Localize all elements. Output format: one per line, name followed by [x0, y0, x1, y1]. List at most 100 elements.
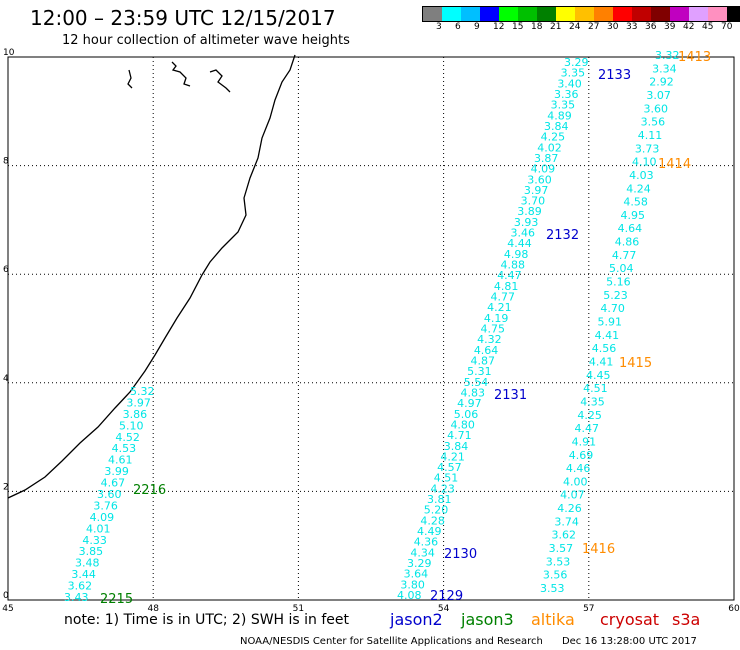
legend-swatch [518, 7, 537, 21]
wave-height-value: 3.56 [641, 116, 666, 129]
legend-swatch [594, 7, 613, 21]
wave-height-value: 4.25 [577, 409, 602, 422]
wave-height-value: 3.99 [104, 465, 129, 478]
wave-height-value: 4.49 [417, 525, 442, 538]
coastline-island-1 [127, 69, 133, 89]
wave-height-value: 3.34 [652, 62, 677, 75]
wave-height-value: 3.64 [404, 568, 429, 581]
wave-height-value: 3.76 [93, 499, 118, 512]
x-tick-label: 57 [583, 604, 594, 614]
legend-swatch [613, 7, 632, 21]
legend-swatch [461, 7, 480, 21]
wave-height-value: 4.61 [108, 454, 133, 467]
wave-height-value: 3.86 [123, 408, 147, 421]
wave-height-value: 5.16 [606, 276, 631, 289]
page-title: 12:00 – 23:59 UTC 12/15/2017 [30, 6, 336, 30]
wave-height-value: 4.83 [460, 386, 485, 399]
wave-height-value: 4.33 [82, 534, 107, 547]
legend-swatch [632, 7, 651, 21]
wave-height-value: 4.32 [477, 333, 502, 346]
wave-height-value: 4.08 [397, 589, 422, 602]
wave-height-value: 4.28 [420, 514, 445, 527]
wave-height-value: 5.91 [598, 316, 623, 329]
wave-height-value: 3.62 [68, 580, 93, 593]
wave-height-value: 3.97 [524, 184, 549, 197]
footer-credit-text: NOAA/NESDIS Center for Satellite Applica… [240, 636, 543, 647]
legend-swatch [537, 7, 556, 21]
wave-height-labels: 3.433.623.443.483.854.334.014.093.763.60… [64, 49, 680, 604]
wave-height-value: 3.73 [635, 142, 660, 155]
wave-height-value: 4.77 [612, 249, 637, 262]
satellite-s3a: s3a [672, 610, 701, 629]
wave-height-value: 4.95 [621, 209, 646, 222]
wave-height-value: 3.36 [554, 88, 579, 101]
legend-label: 18 [531, 22, 543, 32]
wave-height-value: 4.91 [572, 435, 597, 448]
legend-label: 21 [550, 22, 562, 32]
x-tick-label: 48 [147, 604, 159, 614]
wave-height-value: 3.60 [97, 488, 122, 501]
map-frame [7, 56, 735, 601]
legend-swatch [708, 7, 727, 21]
wave-height-value: 3.29 [407, 557, 432, 570]
legend-swatch [423, 7, 442, 21]
satellite-cryosat: cryosat [600, 610, 660, 629]
wave-height-value: 3.57 [549, 542, 574, 555]
wave-height-value: 4.21 [440, 450, 465, 463]
footer-date: Dec 16 13:28:00 UTC 2017 [561, 636, 697, 647]
legend-swatch [670, 7, 689, 21]
wave-height-value: 3.70 [521, 195, 546, 208]
wave-height-value: 4.24 [626, 182, 651, 195]
legend-swatch [651, 7, 670, 21]
x-tick-label: 45 [2, 604, 13, 614]
y-tick-label: 10 [3, 48, 15, 58]
wave-height-value: 4.09 [531, 163, 556, 176]
x-tick-label: 60 [728, 604, 740, 614]
color-legend [422, 6, 740, 22]
wave-height-value: 4.77 [491, 291, 516, 304]
wave-height-value: 4.47 [575, 422, 600, 435]
wave-height-value: 4.26 [557, 502, 582, 515]
wave-height-value: 5.32 [130, 385, 155, 398]
coastline-island-3 [209, 69, 231, 93]
legend-label: 70 [721, 22, 733, 32]
track-id-1415: 1415 [619, 356, 652, 371]
wave-height-value: 3.44 [71, 568, 96, 581]
track-id-1416: 1416 [582, 542, 615, 557]
wave-height-value: 4.57 [437, 461, 462, 474]
wave-height-value: 3.29 [564, 56, 589, 69]
wave-height-value: 4.41 [589, 355, 614, 368]
wave-height-value: 5.06 [454, 408, 479, 421]
note-text: note: 1) Time is in UTC; 2) SWH is in fe… [64, 612, 350, 628]
wave-height-value: 4.36 [414, 536, 439, 549]
wave-height-value: 4.97 [457, 397, 482, 410]
y-tick-label: 4 [3, 374, 9, 384]
wave-height-value: 3.32 [655, 49, 680, 62]
legend-label: 42 [683, 22, 695, 32]
wave-height-value: 3.81 [427, 493, 452, 506]
wave-height-value: 3.74 [554, 515, 579, 528]
wave-height-value: 4.35 [580, 395, 605, 408]
wave-height-value: 4.44 [507, 237, 531, 250]
satellite-altika: altika [531, 610, 575, 629]
wave-height-value: 4.46 [566, 462, 591, 475]
wave-height-value: 4.25 [541, 131, 566, 144]
wave-height-value: 4.34 [410, 546, 435, 559]
track-id-labels: 2215 2216 2129 2130 2131 2132 2133 1416 1415 1414… [100, 50, 711, 607]
wave-height-value: 4.01 [86, 522, 111, 535]
wave-height-value: 4.47 [497, 269, 522, 282]
wave-height-value: 5.54 [464, 376, 489, 389]
track-id-1414: 1414 [658, 157, 691, 172]
coastline [7, 54, 296, 499]
legend-label: 27 [588, 22, 600, 32]
wave-height-value: 3.60 [527, 173, 552, 186]
legend-label: 3 [436, 22, 442, 32]
wave-height-value: 4.07 [560, 489, 585, 502]
wave-height-value: 3.93 [514, 216, 539, 229]
legend-label: 39 [664, 22, 676, 32]
wave-height-value: 3.84 [444, 440, 469, 453]
wave-height-value: 4.67 [101, 477, 126, 490]
legend-label: 9 [474, 22, 480, 32]
wave-height-value: 4.21 [487, 301, 512, 314]
